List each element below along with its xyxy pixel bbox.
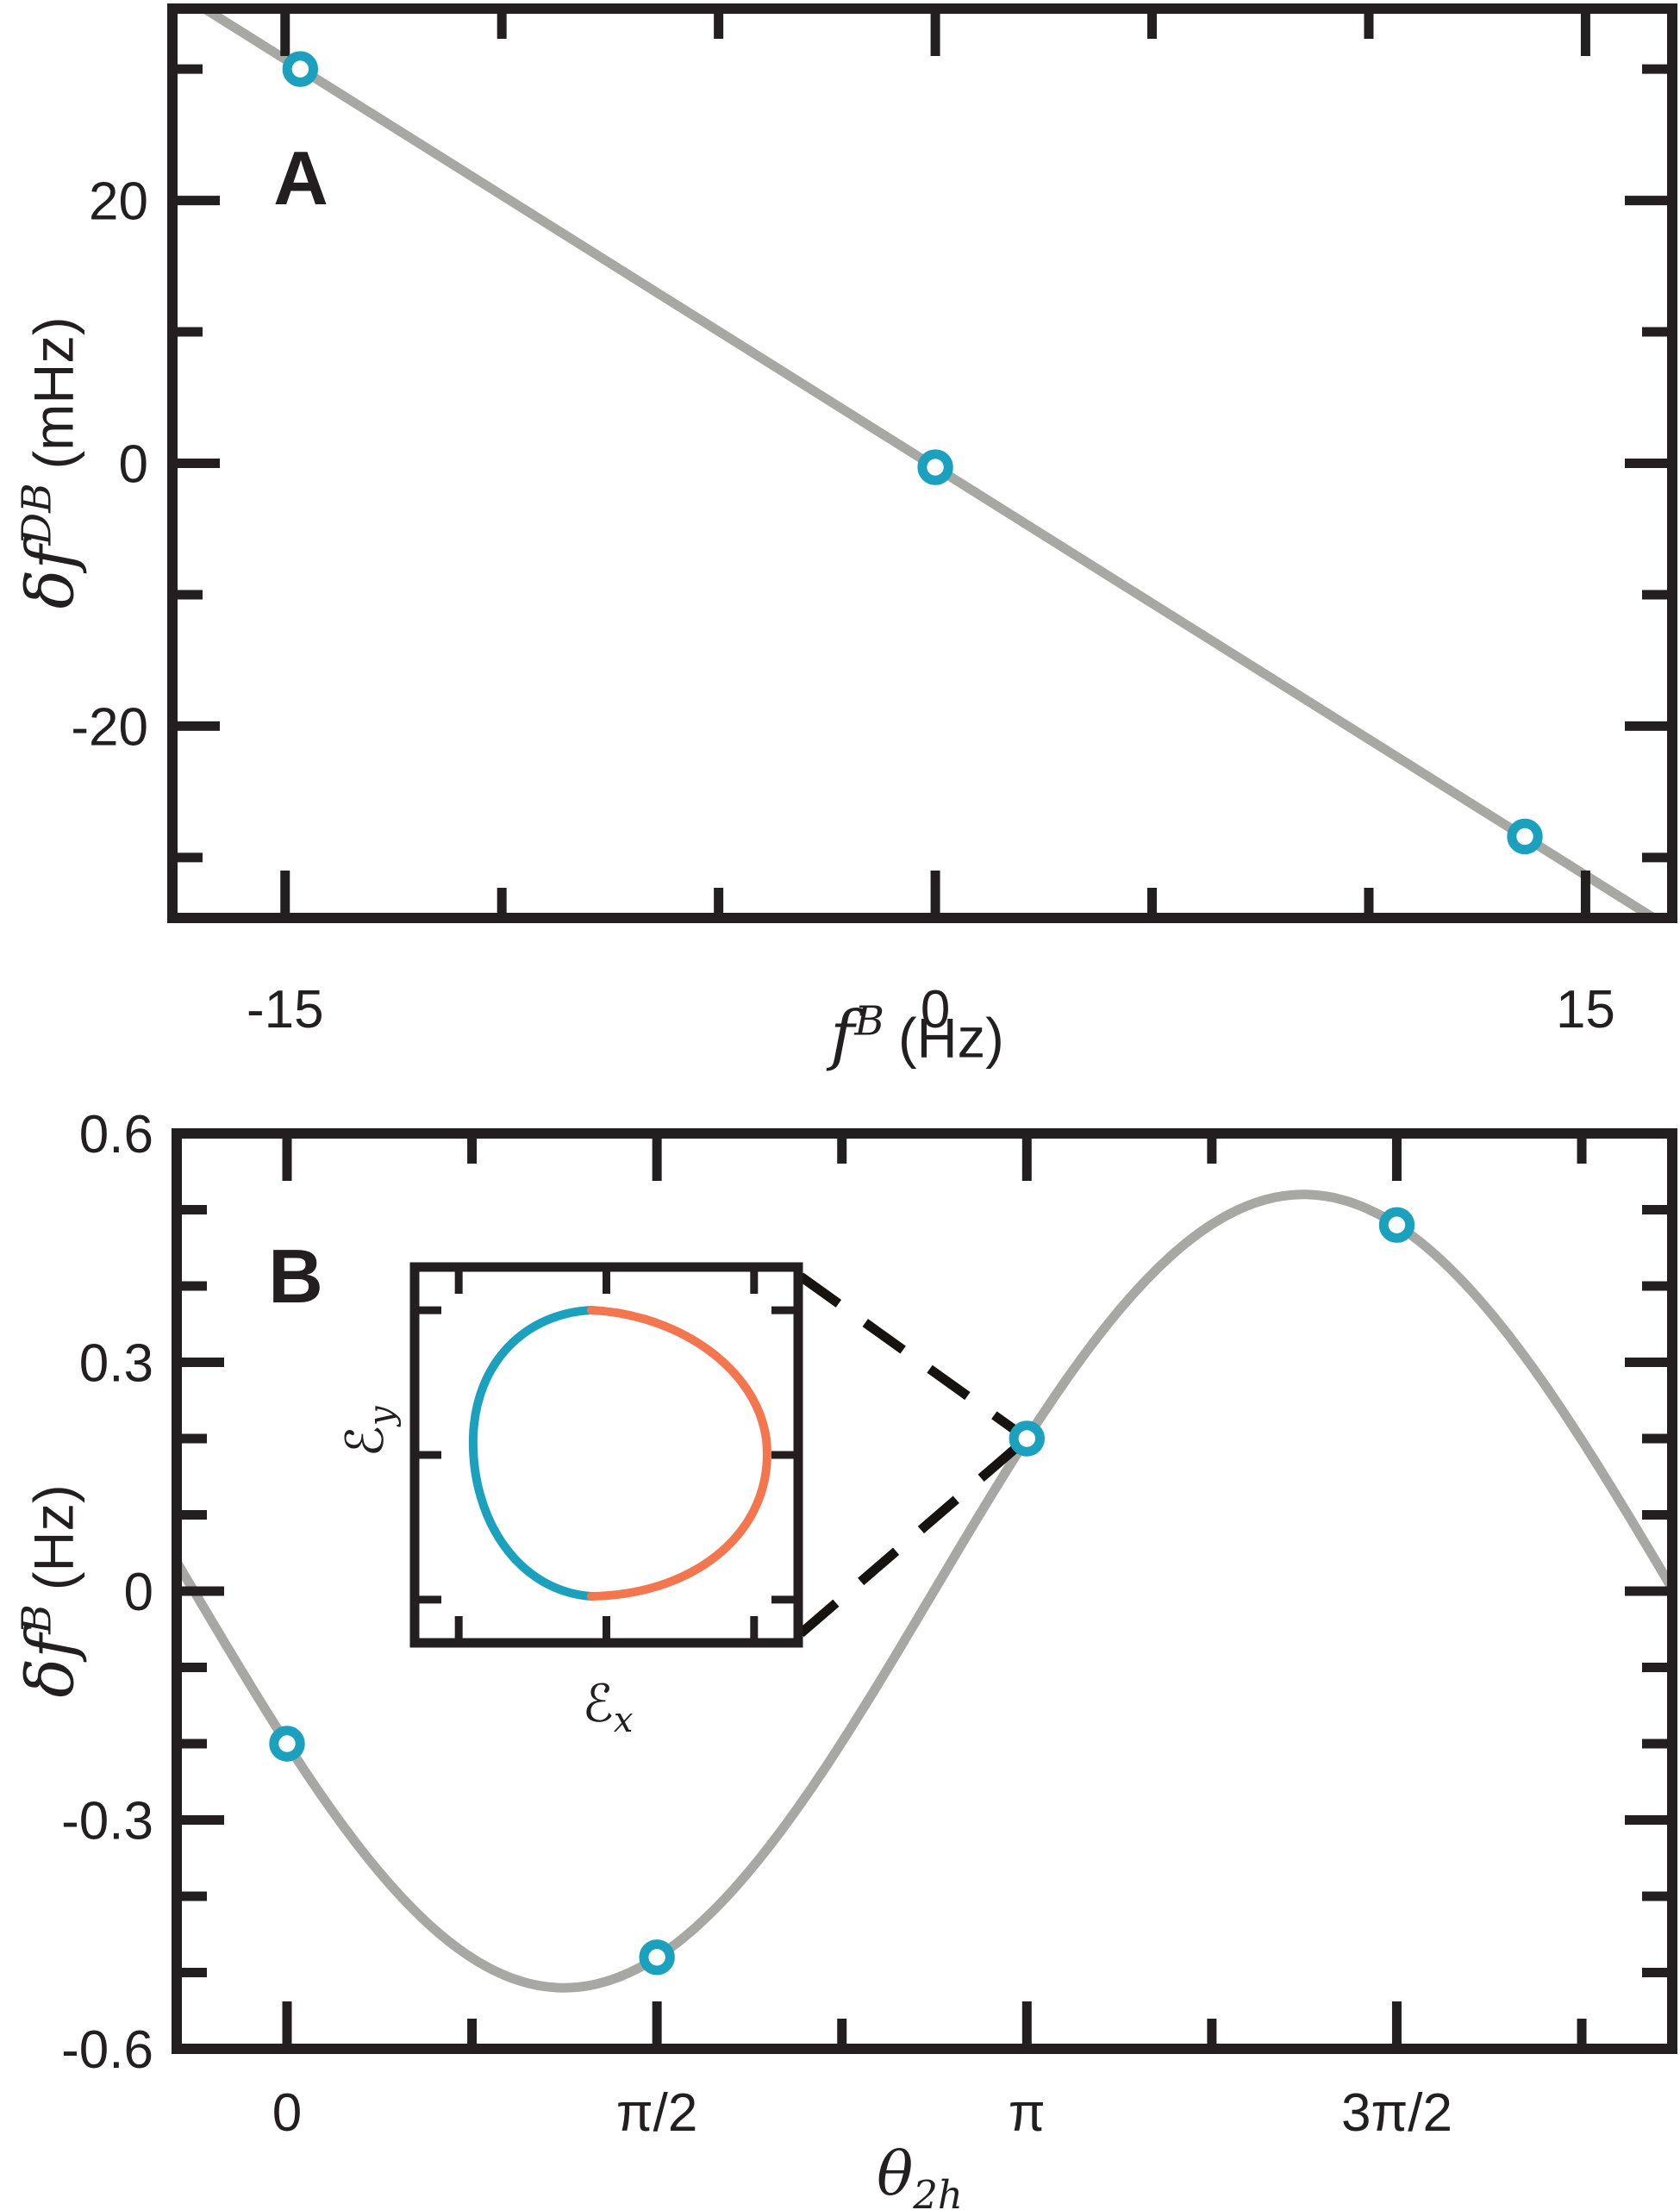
inset-connector-dashed-line-top — [797, 1272, 1030, 1443]
panel-a-x-var: f — [830, 996, 855, 1073]
inset-box — [409, 1262, 803, 1648]
inset-x-axis-title: ℰx — [582, 1674, 634, 1740]
polarization-loop-left-arc — [468, 1306, 596, 1601]
panel-b-y-unit: (Hz) — [22, 1484, 85, 1591]
panel-b-y-tick-label: -0.6 — [61, 2020, 153, 2080]
panel-b-x-sub: 2h — [913, 2172, 963, 2210]
panel-b-y-sup: B — [13, 1604, 61, 1634]
panel-a-y-unit: (mHz) — [22, 316, 85, 470]
panel-a-data-point — [917, 449, 953, 485]
panel-a-y-tick-label: 0 — [119, 435, 148, 495]
panel-a-label: A — [273, 135, 328, 221]
panel-a-x-axis-title: fB (Hz) — [830, 996, 1003, 1073]
panel-b-data-point — [639, 1939, 675, 1976]
panel-b-label: B — [268, 1233, 323, 1319]
panel-b-data-point — [1009, 1420, 1046, 1457]
inset-x-sub: x — [613, 1701, 634, 1740]
panel-b-x-tick-label: 3π/2 — [1341, 2083, 1452, 2143]
panel-b-x-axis-title: θ2h — [877, 2138, 963, 2210]
panel-b-y-tick-label: 0.6 — [79, 1105, 153, 1164]
inset-x-var: ℰ — [582, 1674, 614, 1734]
panel-a-data-point — [282, 51, 319, 87]
panel-b-y-tick-label: 0 — [124, 1563, 153, 1622]
panel-a-x-sup: B — [854, 997, 884, 1046]
panel-b-data-point — [1378, 1207, 1415, 1243]
panel-a-y-axis-title: δfDB (mHz) — [12, 316, 89, 609]
panel-b-y-var: δf — [11, 1633, 89, 1698]
inset-y-axis-title: ℰy — [335, 1407, 402, 1458]
panel-a-y-sup: DB — [13, 483, 61, 546]
panel-b-plot-box — [172, 1128, 1677, 2054]
panel-a-y-var: δf — [11, 545, 89, 609]
panel-a-data-point — [1507, 818, 1543, 855]
panel-a-x-tick-label: 0 — [921, 980, 950, 1039]
panel-b-x-tick-label: π — [1009, 2083, 1046, 2143]
panel-a-plot-box — [167, 3, 1677, 923]
panel-b-y-tick-label: 0.3 — [79, 1334, 153, 1394]
inset-y-var: ℰ — [335, 1426, 396, 1458]
panel-a-y-tick-label: 20 — [89, 172, 148, 232]
polarization-loop-right-arc — [587, 1306, 771, 1601]
inset-connector-dashed-line-bottom — [797, 1434, 1030, 1638]
panel-b-x-tick-label: 0 — [272, 2083, 302, 2143]
panel-a-y-tick-label: -20 — [71, 697, 148, 757]
panel-a-x-tick-label: -15 — [247, 980, 324, 1039]
panel-b-y-tick-label: -0.3 — [61, 1792, 153, 1851]
panel-b-x-var: θ — [877, 2138, 914, 2209]
inset-y-sub: y — [362, 1406, 402, 1427]
panel-a-x-unit: (Hz) — [897, 1006, 1004, 1070]
panel-b-y-axis-title: δfB (Hz) — [12, 1484, 89, 1697]
panel-b-x-tick-label: π/2 — [616, 2083, 697, 2143]
panel-b-sine-curve — [182, 1189, 1667, 1993]
panel-a-x-tick-label: 15 — [1556, 980, 1615, 1039]
panel-b-data-point — [269, 1726, 305, 1762]
